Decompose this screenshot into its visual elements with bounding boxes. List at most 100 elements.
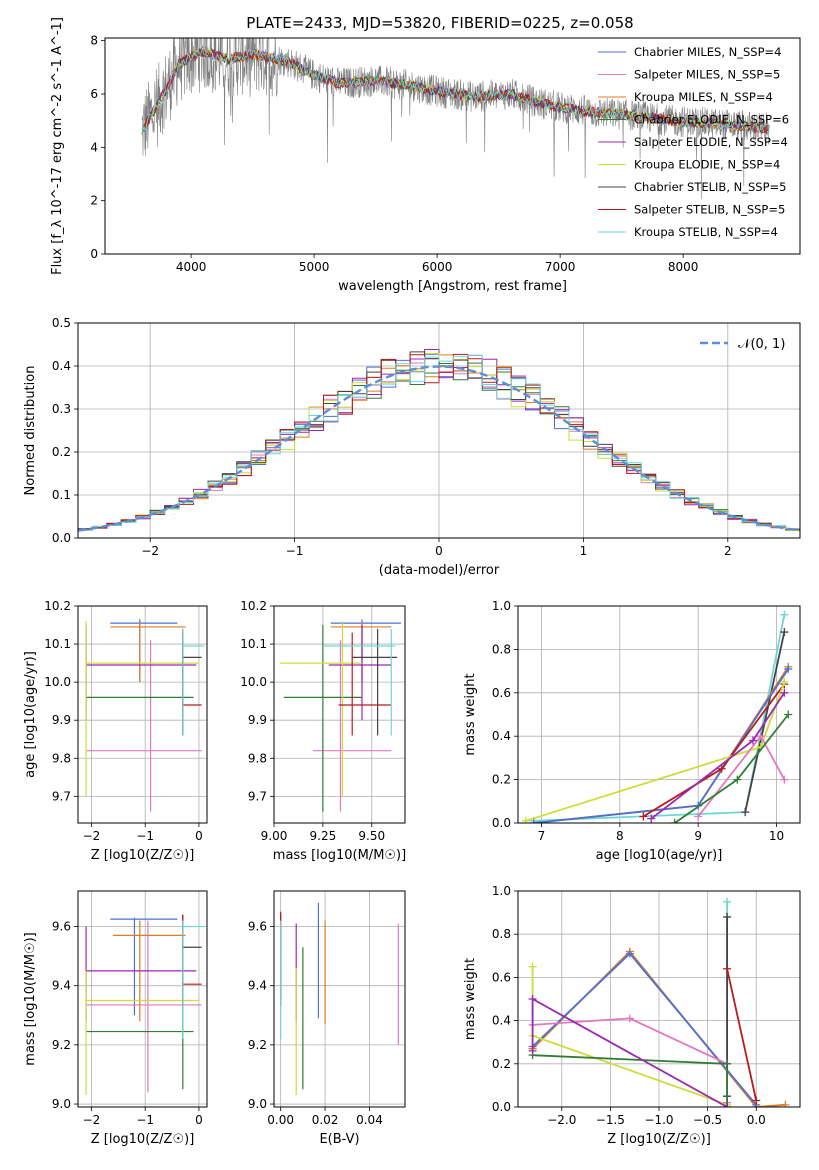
mass_vs_Z-frame: [77, 890, 208, 1108]
weight-point: [723, 897, 732, 906]
weight-point: [529, 819, 538, 823]
age_vs_Z-frame: [77, 605, 208, 824]
mass_vs_Z-xtick-label: −1: [136, 1113, 154, 1127]
residuals-panel: −2 −1 0 1 2 0.0 0.1 0.2 0.3 0.4 0.5 (data-model)/er…: [23, 316, 801, 578]
mass_vs_ebv-xtick-label: 0.02: [312, 1113, 339, 1127]
weight-point: [784, 664, 793, 673]
residuals-ytick-label: 0.3: [52, 402, 71, 416]
spectrum-ytick-label: 0: [90, 247, 98, 261]
mass_vs_ebv-plot-area: [280, 902, 399, 1096]
legend-label: Kroupa MILES, N_SSP=4: [634, 90, 773, 104]
residuals-frame: [77, 322, 801, 539]
weight-point: [733, 775, 742, 784]
residuals-ytick-label: 0.4: [52, 359, 71, 373]
spectrum-ytick-label: 4: [90, 140, 98, 154]
weight-point: [694, 812, 703, 821]
residuals-ytick-label: 0.2: [52, 445, 71, 459]
age_vs_Z-xtick-label: −2: [83, 829, 101, 843]
weight_vs_age-xtick-label: 8: [616, 829, 624, 843]
weight_vs_age-xtick-label: 9: [694, 829, 702, 843]
figure-title: PLATE=2433, MJD=53820, FIBERID=0225, z=0…: [246, 14, 633, 32]
residuals-xtick-label: 0: [435, 544, 443, 558]
weight_vs_Z-xtick-label: −1.0: [644, 1113, 673, 1127]
age_vs_mass-xlabel: mass [log10(M/M☉)]: [273, 848, 406, 863]
histogram-step: [78, 354, 800, 531]
weight-point: [780, 610, 789, 619]
weight-point: [528, 995, 537, 1003]
weight_vs_Z-panel: −2.0 −1.5 −1.0 −0.5 0.0 0.0 0.2 0.4 0.6 0.8 1.0 Z […: [463, 884, 801, 1147]
age_vs_Z-ytick-label: 9.8: [52, 751, 71, 765]
weight-point: [717, 764, 726, 773]
age_vs_Z-ytick-label: 9.7: [52, 789, 71, 803]
model-line: [141, 48, 770, 134]
weight_vs_age-xtick-label: 7: [538, 829, 546, 843]
weight-point: [749, 736, 757, 745]
mass_vs_Z-panel: −2 −1 0 9.0 9.2 9.4 9.6 Z [log10(Z/Z☉)] mass [lo…: [23, 890, 208, 1147]
spectrum-xtick-label: 8000: [668, 260, 699, 274]
legend-label: Salpeter MILES, N_SSP=5: [634, 68, 780, 82]
mass_vs_Z-xtick-label: −2: [83, 1113, 101, 1127]
age_vs_mass-ytick-label: 9.9: [248, 713, 267, 727]
age_vs_mass-ytick-label: 10.0: [240, 675, 267, 689]
mass_vs_Z-ytick-label: 9.2: [52, 1038, 71, 1052]
weight-point: [521, 816, 530, 823]
legend-label: Kroupa STELIB, N_SSP=4: [634, 225, 778, 239]
residuals-xtick-label: 1: [580, 544, 588, 558]
weight-point: [625, 949, 634, 958]
spectrum-panel: 4000 5000 6000 7000 8000 0 2 4 6 8 wavelength [Ang…: [50, 17, 801, 294]
weight_vs_age-ytick-label: 0.0: [492, 816, 511, 830]
spectrum-xtick-label: 5000: [299, 260, 330, 274]
age_vs_mass-panel: 9.00 9.25 9.50 9.7 9.8 9.9 10.0 10.1 10.2 mass [l…: [240, 599, 406, 863]
weight-point: [647, 814, 656, 823]
weight-point: [639, 812, 648, 821]
residuals-xlabel: (data-model)/error: [379, 563, 500, 578]
mass_vs_Z-ytick-label: 9.4: [52, 979, 71, 993]
mass_vs_Z-plot-area: [85, 914, 205, 1096]
age_vs_mass-ytick-label: 9.7: [248, 789, 267, 803]
weight_vs_Z-ytick-label: 0.8: [492, 927, 511, 941]
weight_vs_Z-xtick-label: −2.0: [547, 1113, 576, 1127]
age_vs_mass-xtick-label: 9.25: [310, 829, 337, 843]
weight_vs_age-ytick-label: 0.6: [492, 686, 511, 700]
weight_vs_age-xtick-label: 10: [769, 829, 784, 843]
spectrum-plot-area: [141, 38, 770, 200]
age_vs_mass-ytick-label: 9.8: [248, 751, 267, 765]
weight_vs_age-ylabel: mass weight: [463, 673, 478, 755]
residuals-ytick-label: 0.1: [52, 488, 71, 502]
age_vs_mass-plot-area: [279, 619, 402, 812]
weight-point: [625, 1014, 634, 1023]
mass_vs_ebv-ytick-label: 9.0: [248, 1097, 267, 1111]
legend-label: Salpeter ELODIE, N_SSP=4: [634, 135, 788, 149]
weight-line: [533, 668, 790, 823]
spectrum-xtick-label: 7000: [545, 260, 576, 274]
weight-point: [756, 732, 765, 741]
residuals-ytick-label: 0.0: [52, 531, 71, 545]
normal-curve: [78, 365, 800, 532]
weight_vs_age-ytick-label: 1.0: [492, 599, 511, 613]
legend-label: Chabrier MILES, N_SSP=4: [634, 45, 781, 59]
histogram-step: [78, 353, 800, 531]
spectrum-xlabel: wavelength [Angstrom, rest frame]: [338, 279, 567, 294]
age_vs_Z-plot-area: [85, 619, 205, 812]
mass_vs_Z-xtick-label: 0: [195, 1113, 203, 1127]
weight_vs_age-plot-area: [521, 610, 793, 823]
weight_vs_Z-xtick-label: 0.0: [747, 1113, 766, 1127]
weight-point: [780, 677, 789, 686]
weight-line: [531, 952, 757, 1106]
legend-label: Kroupa ELODIE, N_SSP=4: [634, 158, 780, 172]
weight_vs_Z-xtick-label: −0.5: [693, 1113, 722, 1127]
weight-point: [781, 1100, 790, 1107]
weight_vs_Z-xlabel: Z [log10(Z/Z☉)]: [607, 1132, 711, 1147]
mass_vs_ebv-xlabel: E(B-V): [319, 1132, 359, 1147]
legend-label: 𝒩(0, 1): [738, 337, 785, 352]
age_vs_Z-ytick-label: 10.1: [44, 637, 71, 651]
age_vs_Z-xlabel: Z [log10(Z/Z☉)]: [91, 848, 195, 863]
residuals-ylabel: Normed distribution: [23, 366, 38, 496]
weight_vs_Z-ytick-label: 1.0: [492, 884, 511, 898]
age_vs_Z-xtick-label: 0: [195, 829, 203, 843]
age_vs_mass-xtick-label: 9.50: [358, 829, 385, 843]
weight_vs_age-ytick-label: 0.4: [492, 729, 511, 743]
weight_vs_age-frame: [517, 605, 801, 824]
age_vs_Z-ylabel: age [log10(age/yr)]: [23, 651, 38, 778]
